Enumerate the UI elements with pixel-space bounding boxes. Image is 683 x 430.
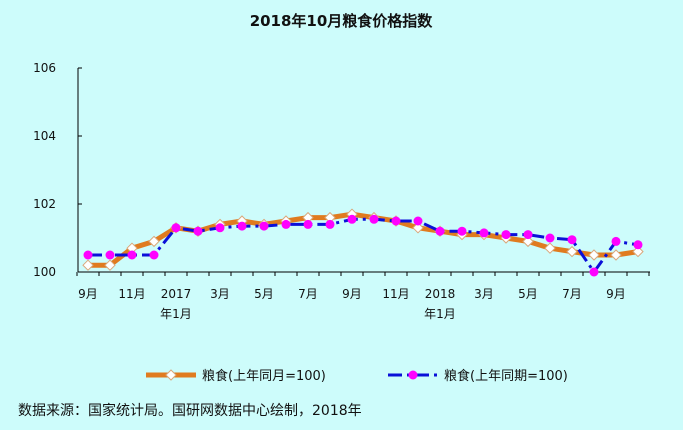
data-point-series-2 — [237, 221, 247, 231]
x-tick-label: 5月 — [518, 287, 538, 301]
data-point-series-2 — [127, 250, 137, 260]
data-point-series-2 — [457, 226, 467, 236]
x-tick-label: 7月 — [562, 287, 582, 301]
legend-marker-series-2 — [408, 370, 418, 380]
data-point-series-2 — [325, 219, 335, 229]
series-layer — [82, 208, 644, 277]
data-point-series-2 — [149, 250, 159, 260]
series-line-1 — [88, 211, 639, 268]
data-point-series-1 — [566, 245, 578, 258]
data-point-series-2 — [435, 226, 445, 236]
data-point-series-1 — [104, 259, 116, 271]
data-point-series-2 — [413, 216, 423, 226]
series-line-2 — [88, 217, 639, 274]
data-point-series-2 — [83, 250, 93, 260]
data-point-series-2 — [105, 250, 115, 260]
x-tick-label: 2017 — [161, 287, 192, 301]
x-tick-label: 9月 — [342, 287, 362, 301]
data-point-series-2 — [501, 230, 511, 240]
data-point-series-1 — [412, 222, 424, 234]
legend-label-series-1: 粮食(上年同月=100) — [202, 368, 326, 384]
x-tick-label: 11月 — [382, 287, 409, 301]
data-point-series-2 — [567, 235, 577, 245]
legend-label-series-2: 粮食(上年同期=100) — [444, 368, 568, 384]
data-point-series-1 — [544, 242, 556, 254]
data-point-series-2 — [193, 226, 203, 236]
y-tick-label: 106 — [33, 61, 56, 75]
data-point-series-2 — [171, 223, 181, 233]
data-point-series-1 — [82, 259, 94, 271]
x-tick-label: 5月 — [254, 287, 274, 301]
x-tick-label: 7月 — [298, 287, 318, 301]
data-point-series-2 — [215, 223, 225, 233]
data-point-series-1 — [632, 245, 644, 258]
chart-title: 2018年10月粮食价格指数 — [250, 12, 434, 30]
data-point-series-2 — [391, 216, 401, 226]
data-point-series-2 — [303, 219, 313, 229]
x-tick-label: 9月 — [606, 287, 626, 301]
x-tick-label-line2: 年1月 — [160, 307, 192, 321]
data-point-series-2 — [633, 240, 643, 250]
data-point-series-1 — [588, 249, 600, 261]
data-point-series-2 — [281, 219, 291, 229]
data-point-series-1 — [610, 249, 622, 261]
axes: 100 102 104 106 9月 11月 2017 年1月 3月 5月 7月 9月 11月 2018 年… — [33, 61, 650, 321]
data-point-series-2 — [347, 214, 357, 224]
y-tick-label: 104 — [33, 129, 56, 143]
x-tick-label: 3月 — [474, 287, 494, 301]
y-tick-label: 100 — [33, 265, 56, 279]
data-point-series-2 — [545, 233, 555, 243]
data-point-series-2 — [259, 221, 269, 231]
data-point-series-2 — [611, 236, 621, 246]
data-point-series-1 — [148, 235, 160, 248]
x-tick-label: 2018 — [425, 287, 456, 301]
x-tick-label: 9月 — [78, 287, 98, 301]
data-point-series-2 — [479, 228, 489, 238]
legend-marker-series-1 — [165, 369, 177, 381]
x-tick-label: 3月 — [210, 287, 230, 301]
data-point-series-2 — [523, 230, 533, 240]
data-point-series-1 — [522, 235, 534, 248]
data-source-note: 数据来源：国家统计局。国研网数据中心绘制，2018年 — [18, 402, 362, 419]
data-point-series-2 — [589, 267, 599, 277]
legend: 粮食(上年同月=100) 粮食(上年同期=100) — [146, 368, 568, 384]
y-tick-label: 102 — [33, 197, 56, 211]
x-tick-label: 11月 — [118, 287, 145, 301]
x-tick-label-line2: 年1月 — [424, 307, 456, 321]
data-point-series-2 — [369, 214, 379, 224]
